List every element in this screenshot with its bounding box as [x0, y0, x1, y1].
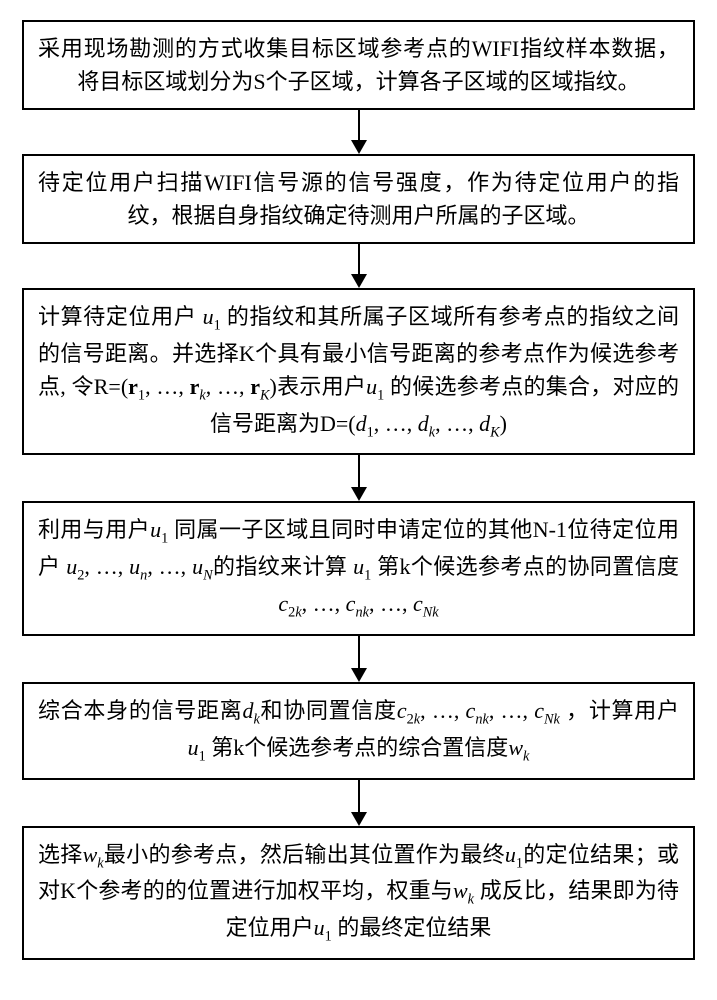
- flow-arrow: [351, 455, 367, 501]
- flow-node-text: 采用现场勘测的方式收集目标区域参考点的WIFI指纹样本数据，将目标区域划分为S个…: [38, 36, 679, 94]
- flow-node-2: 待定位用户扫描WIFI信号源的信号强度，作为待定位用户的指纹，根据自身指纹确定待…: [22, 154, 695, 244]
- arrow-head-icon: [351, 487, 367, 501]
- arrow-shaft: [358, 110, 360, 140]
- flow-node-text: 综合本身的信号距离dk和协同置信度c2k, …, cnk, …, cNk ，计算…: [38, 698, 679, 760]
- flow-arrow: [351, 244, 367, 288]
- flow-node-text: 利用与用户u1 同属一子区域且同时申请定位的其他N-1位待定位用户 u2, …,…: [38, 517, 679, 616]
- flow-node-3: 计算待定位用户 u1 的指纹和其所属子区域所有参考点的指纹之间的信号距离。并选择…: [22, 288, 695, 455]
- flow-node-text: 选择wk最小的参考点，然后输出其位置作为最终u1的定位结果；或对K个参考的的位置…: [38, 842, 679, 941]
- flowchart-container: 采用现场勘测的方式收集目标区域参考点的WIFI指纹样本数据，将目标区域划分为S个…: [0, 0, 717, 1000]
- flow-node-4: 利用与用户u1 同属一子区域且同时申请定位的其他N-1位待定位用户 u2, …,…: [22, 501, 695, 635]
- arrow-shaft: [358, 636, 360, 668]
- flow-node-6: 选择wk最小的参考点，然后输出其位置作为最终u1的定位结果；或对K个参考的的位置…: [22, 826, 695, 960]
- arrow-head-icon: [351, 812, 367, 826]
- flow-node-1: 采用现场勘测的方式收集目标区域参考点的WIFI指纹样本数据，将目标区域划分为S个…: [22, 20, 695, 110]
- flow-arrow: [351, 780, 367, 826]
- arrow-head-icon: [351, 274, 367, 288]
- flow-arrow: [351, 110, 367, 154]
- arrow-shaft: [358, 244, 360, 274]
- arrow-shaft: [358, 780, 360, 812]
- arrow-shaft: [358, 455, 360, 487]
- flow-node-text: 待定位用户扫描WIFI信号源的信号强度，作为待定位用户的指纹，根据自身指纹确定待…: [38, 170, 679, 228]
- arrow-head-icon: [351, 668, 367, 682]
- flow-node-5: 综合本身的信号距离dk和协同置信度c2k, …, cnk, …, cNk ，计算…: [22, 682, 695, 780]
- arrow-head-icon: [351, 140, 367, 154]
- flow-node-text: 计算待定位用户 u1 的指纹和其所属子区域所有参考点的指纹之间的信号距离。并选择…: [38, 304, 679, 436]
- flow-arrow: [351, 636, 367, 682]
